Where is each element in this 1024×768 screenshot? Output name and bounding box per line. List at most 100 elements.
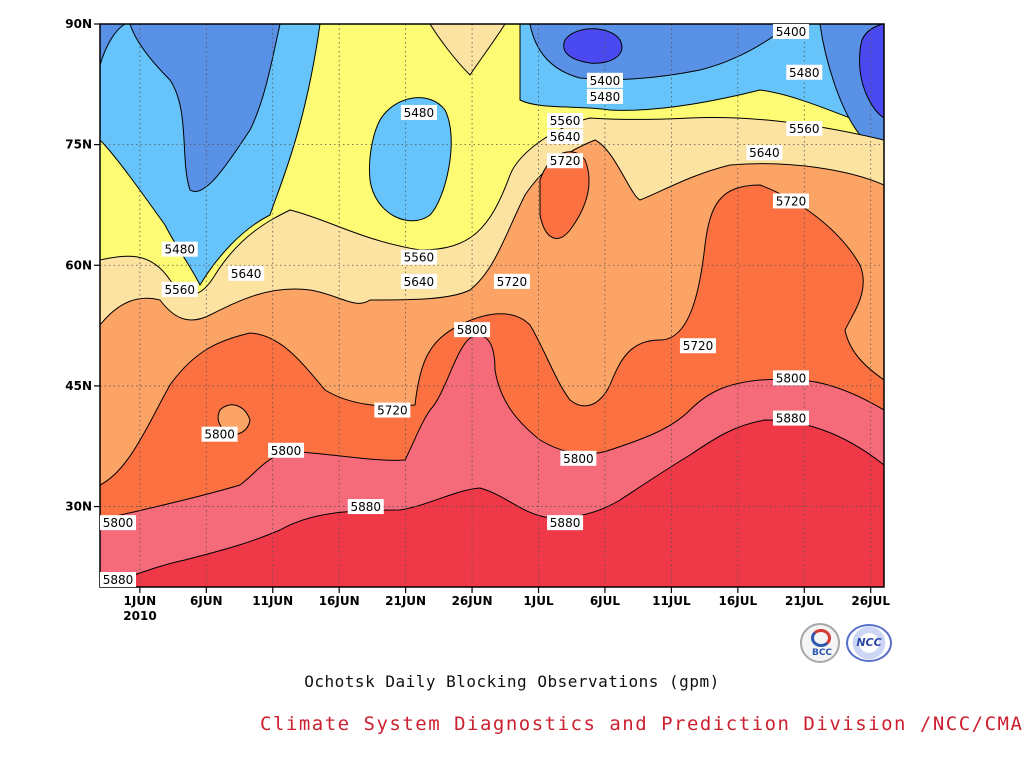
contour-label-box <box>547 113 584 129</box>
contour-label-box <box>772 370 809 386</box>
contour-label: 5880 <box>547 515 584 531</box>
contour-label: 5720 <box>679 338 716 354</box>
contour-label: 5800 <box>268 442 305 458</box>
x-tick-label: 16JUN <box>319 594 360 608</box>
ncc-logo: NCC <box>846 624 892 662</box>
contour-label-box <box>493 273 530 289</box>
x-tick-label: 26JUN <box>452 594 493 608</box>
contour-label-text: 5880 <box>350 500 381 514</box>
contour-label-text: 5720 <box>776 194 807 208</box>
contour-label-text: 5720 <box>550 154 581 168</box>
contour-label-text: 5400 <box>590 74 621 88</box>
x-tick-label: 21JUN <box>385 594 426 608</box>
contour-label: 5560 <box>400 249 437 265</box>
contour-label-box <box>786 64 823 80</box>
contour-fills <box>100 24 884 587</box>
ncc-logo-text: NCC <box>856 636 882 649</box>
contour-label-text: 5640 <box>231 267 262 281</box>
contour-label: 5480 <box>161 241 198 257</box>
contour-label: 5640 <box>400 273 437 289</box>
x-tick-label: 26JUL <box>851 594 890 608</box>
y-tick-label: 60N <box>65 258 92 272</box>
contour-label: 5880 <box>347 499 384 515</box>
contour-label: 5400 <box>772 24 809 39</box>
chart-title: Ochotsk Daily Blocking Observations (gpm… <box>304 672 720 691</box>
contour-label-text: 5480 <box>404 106 435 120</box>
contour-label: 5800 <box>100 515 136 531</box>
contour-label: 5720 <box>493 273 530 289</box>
contour-label: 5640 <box>547 129 584 145</box>
contour-label-text: 5800 <box>776 371 807 385</box>
plot-frame <box>99 23 885 588</box>
contour-label-box <box>547 515 584 531</box>
contour-label-box <box>772 24 809 39</box>
contour-label-box <box>201 426 238 442</box>
contour-label: 5800 <box>560 450 597 466</box>
contour-label-box <box>586 88 623 104</box>
contour-label-text: 5800 <box>204 428 235 442</box>
contour-label: 5560 <box>786 121 823 137</box>
band-fill-below-5400 <box>563 28 623 64</box>
contour-label: 5560 <box>547 113 584 129</box>
contour-label-text: 5560 <box>404 251 435 265</box>
contour-label: 5800 <box>772 370 809 386</box>
contour-label-box <box>161 281 198 297</box>
contour-label: 5880 <box>772 410 809 426</box>
bcc-logo: BCC <box>800 623 840 663</box>
contour-label-box <box>347 499 384 515</box>
contour-label-text: 5640 <box>550 130 581 144</box>
contour-label-text: 5800 <box>103 516 134 530</box>
contour-label-box <box>400 249 437 265</box>
contour-label: 5720 <box>547 153 584 169</box>
x-tick-label: 6JUL <box>590 594 621 608</box>
contour-label-box <box>746 145 783 161</box>
contour-label-box <box>268 442 305 458</box>
y-tick-label: 45N <box>65 379 92 393</box>
x-tick-label: 21JUL <box>785 594 824 608</box>
contour-label-text: 5560 <box>550 114 581 128</box>
band-fill-5400-5480 <box>369 97 452 222</box>
contour-label-box <box>772 410 809 426</box>
grid-lines <box>100 24 884 587</box>
contour-label-box <box>228 265 265 281</box>
contour-label-text: 5720 <box>497 275 528 289</box>
contour-label: 5800 <box>454 322 491 338</box>
contour-label-box <box>560 450 597 466</box>
x-tick-label: 11JUN <box>252 594 293 608</box>
contour-label: 5400 <box>586 72 623 88</box>
y-tick-label: 30N <box>65 500 92 514</box>
contour-label: 5640 <box>228 265 265 281</box>
contour-label-text: 5880 <box>103 573 134 587</box>
bcc-logo-text: BCC <box>811 648 833 658</box>
contour-label: 5560 <box>161 281 198 297</box>
contour-label-text: 5480 <box>789 66 820 80</box>
contour-label-box <box>547 129 584 145</box>
contour-label-box <box>586 72 623 88</box>
y-tick-label: 90N <box>65 17 92 31</box>
contour-label-box <box>161 241 198 257</box>
x-tick-label: 6JUN <box>190 594 223 608</box>
contour-label-text: 5560 <box>164 283 195 297</box>
contour-label-box <box>772 193 809 209</box>
contour-label: 5720 <box>772 193 809 209</box>
contour-label-box <box>100 572 136 587</box>
contour-label-box <box>400 273 437 289</box>
x-tick-label: 11JUL <box>652 594 691 608</box>
contour-label-box <box>786 121 823 137</box>
bcc-swirl-icon <box>811 629 831 647</box>
band-fill-5400-5480 <box>129 24 281 193</box>
contour-label-box <box>100 515 136 531</box>
contour-label-box <box>374 402 411 418</box>
contour-label: 5720 <box>374 402 411 418</box>
contour-label-box <box>400 104 437 120</box>
contour-label-text: 5800 <box>563 452 594 466</box>
contour-label-text: 5480 <box>164 243 195 257</box>
contour-label-text: 5880 <box>550 516 581 530</box>
x-tick-label: 16JUL <box>719 594 758 608</box>
contour-label-text: 5800 <box>271 444 302 458</box>
contour-label: 5800 <box>201 426 238 442</box>
y-tick-label: 75N <box>65 138 92 152</box>
contour-label: 5480 <box>400 104 437 120</box>
contour-label-text: 5640 <box>749 146 780 160</box>
